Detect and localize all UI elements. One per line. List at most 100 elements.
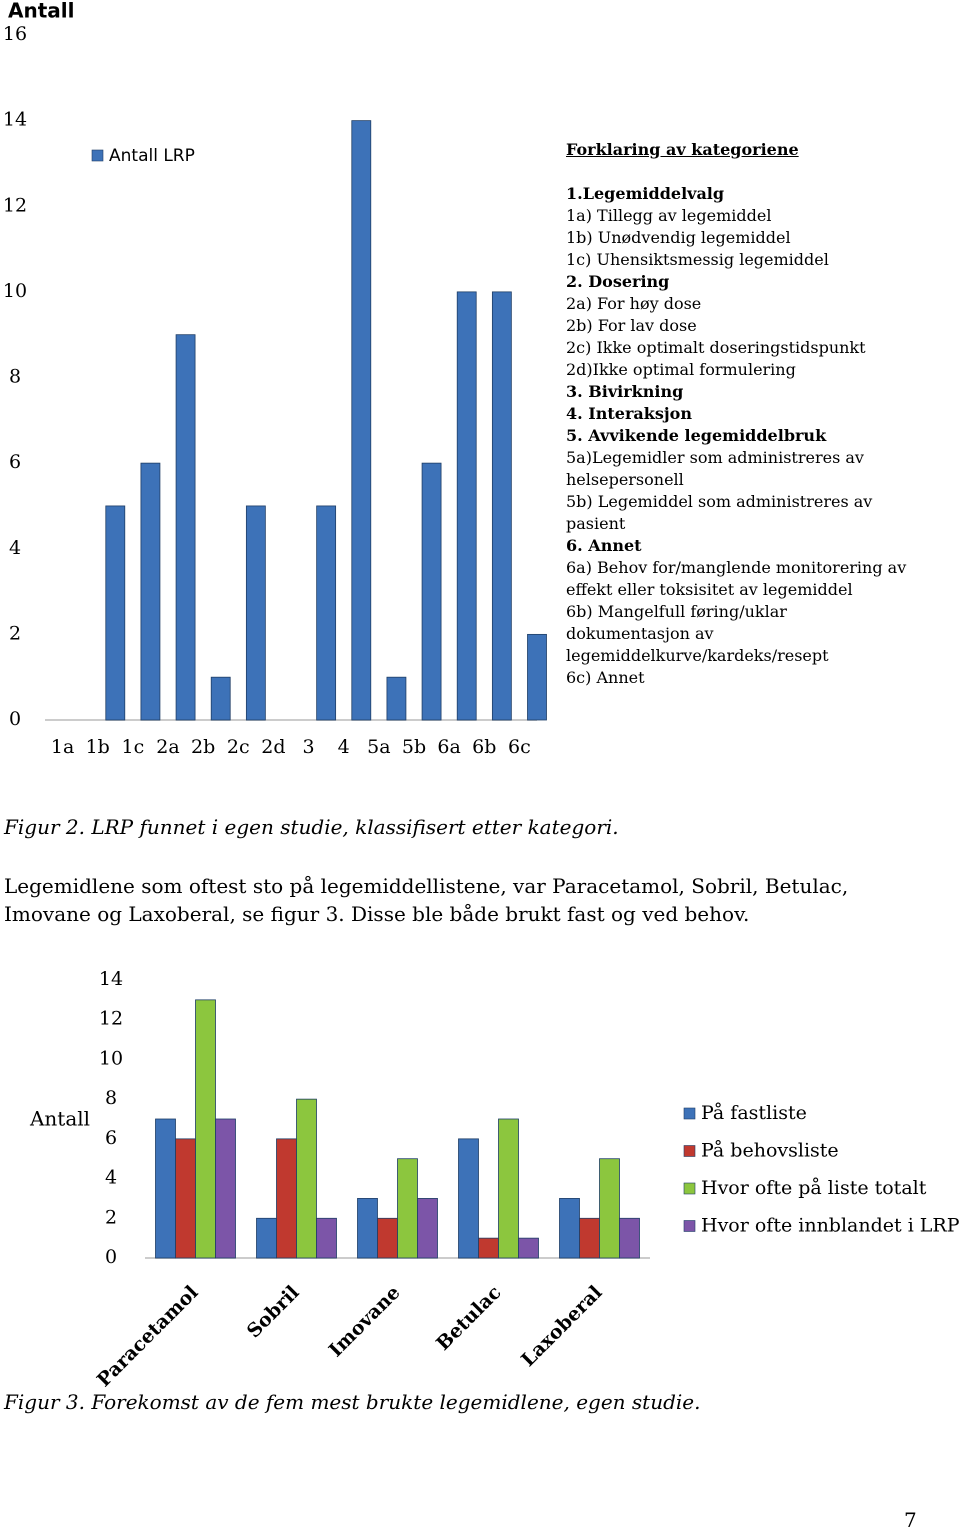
explanation-title: Forklaring av kategoriene	[566, 140, 799, 159]
y-tick-label: 0	[105, 1246, 117, 1268]
x-tick-label: 6c	[508, 736, 531, 758]
group-item: 2a) For høy dose	[566, 294, 702, 313]
bar	[619, 1217, 640, 1259]
x-tick-label: 5a	[367, 736, 390, 758]
y-tick-label: 14	[3, 109, 27, 131]
y-tick-label: 6	[9, 451, 21, 473]
y-tick-label: 8	[9, 366, 21, 388]
y-tick-label: 4	[105, 1167, 117, 1189]
group-item: 1b) Unødvendig legemiddel	[566, 228, 791, 247]
group-heading: 6. Annet	[566, 536, 642, 555]
x-tick-label: Imovane	[325, 1282, 405, 1362]
group-item: 6a) Behov for/manglende monitorering av …	[566, 558, 907, 599]
body-text: Legemidlene som oftest sto på legemiddel…	[4, 874, 849, 926]
x-tick-label: 1b	[86, 736, 110, 758]
y-tick-label: 12	[3, 194, 27, 216]
bar	[316, 1217, 337, 1259]
bar	[210, 676, 231, 721]
legend-label: Hvor ofte på liste totalt	[701, 1177, 927, 1199]
x-tick-label: 4	[338, 736, 350, 758]
bar	[421, 462, 442, 721]
y-tick-label: 16	[3, 23, 27, 45]
y-tick-label: 4	[9, 537, 21, 559]
y-tick-label: 10	[3, 280, 27, 302]
bar	[527, 633, 547, 721]
group-item: 6c) Annet	[566, 668, 645, 687]
bar	[351, 120, 372, 721]
x-tick-label: 2a	[156, 736, 179, 758]
bar	[518, 1237, 539, 1259]
legend-label: På fastliste	[701, 1102, 807, 1124]
bar	[456, 291, 477, 721]
bar	[478, 1237, 499, 1259]
bar	[245, 505, 266, 721]
legend-swatch	[683, 1107, 696, 1120]
legend-label: På behovsliste	[701, 1140, 839, 1162]
y-tick-label: 6	[105, 1127, 117, 1149]
figure-caption: Figur 3. Forekomst av de fem mest brukte…	[4, 1390, 701, 1414]
x-tick-label: 2d	[261, 736, 285, 758]
bar	[397, 1158, 418, 1259]
y-tick-label: 0	[9, 708, 21, 730]
group-item: 5a)Legemidler som administreres av helse…	[566, 448, 864, 489]
group-heading: 3. Bivirkning	[566, 382, 684, 401]
y-tick-label: 2	[105, 1206, 117, 1228]
x-tick-label: Laxoberal	[517, 1282, 607, 1372]
group-item: 2c) Ikke optimalt doseringstidspunkt	[566, 338, 866, 357]
bar	[296, 1098, 317, 1259]
legend-swatch	[683, 1182, 696, 1195]
legend-swatch	[683, 1145, 696, 1157]
chart: Antall 0 2 4 6 8 10 12 14 16 1a 1b 1c 2a 2b 2c 2d 3 4 5a 5b 6…	[3, 0, 547, 758]
bar	[377, 1217, 398, 1259]
bar	[105, 505, 126, 721]
page-number: 7	[904, 1508, 917, 1532]
group-item: 2b) For lav dose	[566, 316, 697, 335]
bar	[316, 505, 337, 721]
bar	[357, 1198, 378, 1259]
bar	[195, 999, 216, 1259]
bar	[498, 1118, 519, 1259]
x-tick-label: 6b	[472, 736, 496, 758]
legend-swatch	[683, 1220, 696, 1232]
group-item: 1c) Uhensiktsmessig legemiddel	[566, 250, 829, 269]
bar	[417, 1198, 438, 1259]
legend-swatch	[91, 149, 104, 162]
group-item: 2d)Ikke optimal formulering	[566, 360, 796, 379]
bar	[386, 676, 407, 721]
x-tick-label: 3	[303, 736, 315, 758]
x-tick-label: 1a	[51, 736, 74, 758]
bar	[140, 462, 161, 721]
group-heading: 5. Avvikende legemiddelbruk	[566, 426, 827, 445]
bar	[175, 334, 196, 721]
bar	[559, 1198, 580, 1259]
x-tick-label: Sobril	[243, 1282, 304, 1343]
group-heading: 2. Dosering	[566, 272, 670, 291]
y-tick-label: 10	[99, 1047, 123, 1069]
y-tick-label: 2	[9, 622, 21, 644]
y-tick-label: 8	[105, 1087, 117, 1109]
x-tick-label: 5b	[402, 736, 426, 758]
x-tick-label: 2b	[191, 736, 215, 758]
bar	[155, 1118, 176, 1259]
x-tick-label: Paracetamol	[93, 1282, 203, 1392]
bar	[256, 1217, 277, 1259]
y-tick-label: 12	[99, 1008, 123, 1030]
x-tick-label: 6a	[437, 736, 460, 758]
bar	[276, 1138, 297, 1259]
y-tick-label: 14	[99, 968, 123, 990]
x-tick-label: 2c	[227, 736, 250, 758]
chart: Antall 0 2 4 6 8 10 12 14 Paracetamol Sobril Imovan…	[29, 968, 960, 1391]
legend-label: Antall LRP	[109, 146, 195, 166]
group-heading: 1.Legemiddelvalg	[566, 184, 725, 203]
chart-title: Antall	[8, 0, 74, 23]
bar	[491, 291, 512, 721]
group-item: 6b) Mangelfull føring/uklar dokumentasjo…	[566, 602, 829, 665]
group-heading: 4. Interaksjon	[566, 404, 692, 423]
y-axis-label: Antall	[29, 1107, 90, 1131]
legend-label: Hvor ofte innblandet i LRP	[701, 1215, 960, 1237]
x-tick-label: 1c	[121, 736, 144, 758]
group-item: 1a) Tillegg av legemiddel	[566, 206, 772, 225]
bar	[579, 1217, 600, 1259]
